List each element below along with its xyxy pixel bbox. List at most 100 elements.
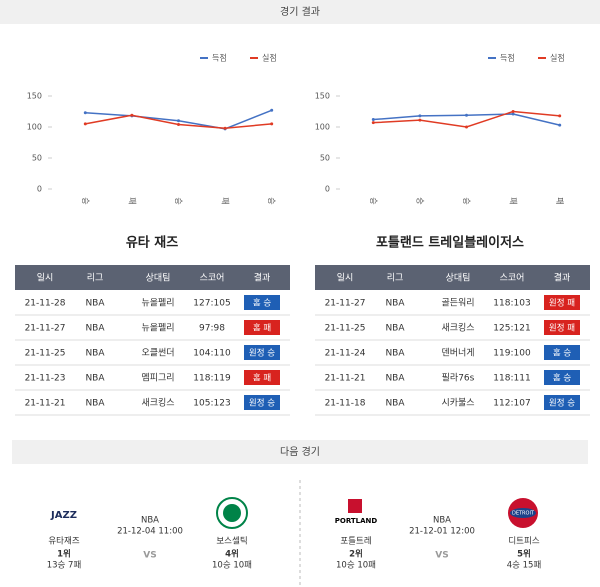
point xyxy=(465,113,468,117)
result-badge xyxy=(244,345,280,360)
column-header: 일시 xyxy=(37,273,54,284)
column-header: 리그 xyxy=(87,273,104,284)
point xyxy=(511,112,515,116)
team-record: 13승 7패 xyxy=(47,560,82,571)
result-label: 원정 승 xyxy=(249,348,275,359)
point xyxy=(558,123,562,127)
cell: 97:98 xyxy=(199,324,225,334)
legend-label: 득점 xyxy=(212,53,227,63)
cell: NBA xyxy=(385,399,405,409)
x-tick-label: 승 xyxy=(462,197,471,204)
team-rank: 2위 xyxy=(349,549,363,560)
x-tick-label: 패 xyxy=(127,197,137,204)
point xyxy=(223,126,227,130)
result-badge xyxy=(544,395,580,410)
cell: 127:105 xyxy=(193,299,230,309)
result-label: 홈 패 xyxy=(253,323,271,334)
y-tick-label: 50 xyxy=(320,154,330,163)
cell: NBA xyxy=(385,299,405,309)
y-tick-label: 100 xyxy=(27,123,42,132)
team-record: 10승 10패 xyxy=(212,560,252,571)
team-name: 유타재즈 xyxy=(48,537,79,547)
point xyxy=(511,110,515,113)
cell: NBA xyxy=(85,299,105,309)
cell: 21-11-18 xyxy=(325,399,366,409)
vs: VS xyxy=(143,551,156,561)
cell: 21-11-25 xyxy=(25,349,66,359)
point xyxy=(130,113,134,117)
point xyxy=(83,122,87,126)
x-tick-label: 승 xyxy=(415,197,424,204)
cell: 21-11-27 xyxy=(325,299,366,309)
point xyxy=(270,108,274,112)
svg-text:PORTLAND: PORTLAND xyxy=(335,517,378,525)
y-tick-label: 0 xyxy=(37,185,42,194)
table-header xyxy=(315,265,590,290)
next-header-title: 다음 경기 xyxy=(280,445,320,458)
cell: 21-11-27 xyxy=(25,324,66,334)
cell: 골든워리 xyxy=(441,298,474,309)
point xyxy=(418,118,422,122)
league: NBA xyxy=(433,516,451,526)
cell: NBA xyxy=(85,324,105,334)
result-badge xyxy=(244,395,280,410)
result-label: 원정 승 xyxy=(249,398,275,409)
team-name: 보스셀틱 xyxy=(216,536,247,547)
team-title: 포틀랜드 트레일블레이저스 xyxy=(376,235,524,251)
team-rank: 4위 xyxy=(225,549,239,560)
column-header: 결과 xyxy=(254,273,271,284)
header-bar xyxy=(0,0,600,24)
result-label: 홈 승 xyxy=(553,348,572,359)
cell: 119:100 xyxy=(493,349,531,359)
result-label: 홈 승 xyxy=(553,373,572,384)
cell: 21-11-21 xyxy=(25,399,66,409)
cell: 125:121 xyxy=(493,324,530,334)
header-title: 경기 결과 xyxy=(280,5,320,18)
league: NBA xyxy=(141,516,159,526)
x-tick-label: 승 xyxy=(369,197,378,204)
result-label: 홈 패 xyxy=(253,373,271,384)
point xyxy=(270,122,274,126)
result-badge xyxy=(244,295,280,310)
column-header: 상대팀 xyxy=(446,272,471,284)
point xyxy=(177,119,180,123)
cell: NBA xyxy=(85,349,105,359)
x-tick-label: 패 xyxy=(555,197,565,204)
cell: 21-11-28 xyxy=(25,299,66,309)
cell: 새크킹스 xyxy=(441,322,474,334)
x-tick-label: 승 xyxy=(174,197,183,204)
cell: 21-11-24 xyxy=(325,349,366,359)
x-tick-label: 패 xyxy=(221,197,231,204)
result-badge xyxy=(244,320,280,335)
point xyxy=(83,111,87,115)
cell: NBA xyxy=(85,399,105,409)
cell: 시카불스 xyxy=(441,398,474,409)
vs: VS xyxy=(435,551,448,561)
cell: 118:103 xyxy=(493,299,530,309)
datetime: 21-12-04 11:00 xyxy=(117,527,183,537)
result-label: 원정 패 xyxy=(549,298,575,309)
cell: 21-11-25 xyxy=(325,324,366,334)
result-label: 원정 패 xyxy=(549,323,575,334)
team-rank: 1위 xyxy=(57,549,71,560)
cell: 새크킹스 xyxy=(141,397,174,409)
result-badge xyxy=(544,320,580,335)
cell: 뉴올펠리 xyxy=(141,297,174,309)
team-name: 포틀트레 xyxy=(340,537,371,547)
column-header: 스코어 xyxy=(200,273,225,284)
x-tick-label: 승 xyxy=(81,197,90,204)
cell: 덴버너게 xyxy=(441,348,474,359)
column-header: 스코어 xyxy=(500,273,525,284)
y-tick-label: 100 xyxy=(315,123,330,132)
next-header-bar xyxy=(12,440,588,464)
cell: 104:110 xyxy=(193,349,231,359)
cell: 뉴올펠리 xyxy=(141,322,174,334)
logo-blazers: PORTLAND xyxy=(335,499,378,525)
logo-jazz: JAZZ xyxy=(48,509,80,521)
cell: 멤피그리 xyxy=(141,373,174,384)
svg-text:DETROIT: DETROIT xyxy=(512,511,535,517)
cell: 112:107 xyxy=(493,399,530,409)
result-badge xyxy=(544,370,580,385)
team-record: 10승 10패 xyxy=(336,560,376,571)
